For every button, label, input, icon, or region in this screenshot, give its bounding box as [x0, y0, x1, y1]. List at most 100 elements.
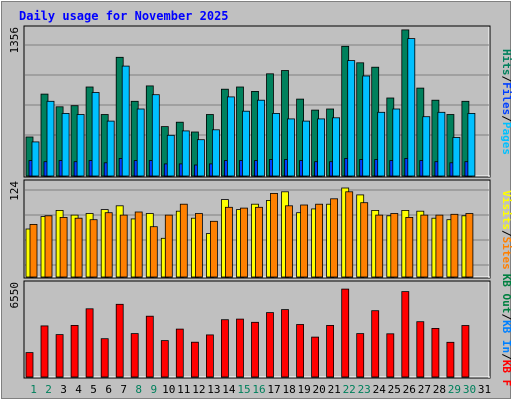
bar-sites-day-28 — [435, 214, 444, 278]
bar-pages-day-23 — [362, 75, 371, 177]
bar-pages-day-6 — [106, 120, 115, 177]
day-label-10: 10 — [162, 383, 175, 396]
bar-sites-day-18 — [285, 205, 293, 278]
bar-pages-day-15 — [242, 110, 250, 177]
day-label-18: 18 — [282, 383, 295, 396]
bar-pages-day-20 — [317, 118, 326, 177]
bar-pages-day-12 — [196, 139, 205, 177]
bar-kb-f-day-14 — [220, 319, 229, 378]
bar-kb-f-day-4 — [70, 324, 79, 378]
bar-sites-day-16 — [255, 206, 263, 278]
bar-pages-day-11 — [181, 130, 190, 177]
day-label-21: 21 — [328, 383, 341, 396]
chart-title: Daily usage for November 2025 — [19, 9, 229, 23]
bar-sites-day-25 — [390, 213, 399, 278]
bar-sites-day-26 — [405, 216, 414, 278]
bar-pages-day-10 — [166, 134, 175, 177]
bar-pages-day-30 — [467, 113, 476, 177]
bar-sites-day-6 — [104, 212, 113, 278]
right-label-bottom: KB Out/KB In/KB F — [500, 274, 512, 387]
right-label-middle: Visits/Sites — [500, 190, 512, 270]
bar-pages-day-3 — [61, 113, 70, 177]
day-label-7: 7 — [120, 383, 127, 396]
bar-kb-f-day-13 — [205, 334, 214, 378]
bar-kb-f-day-17 — [266, 312, 274, 378]
bar-kb-f-day-24 — [371, 310, 380, 378]
bar-pages-day-17 — [272, 113, 280, 177]
day-label-14: 14 — [222, 383, 236, 396]
day-label-15: 15 — [237, 383, 250, 396]
day-label-27: 27 — [418, 383, 431, 396]
bar-sites-day-1 — [29, 223, 38, 278]
bar-kb-f-day-9 — [145, 315, 154, 378]
bar-kb-f-day-12 — [190, 341, 199, 378]
bar-kb-f-day-27 — [416, 321, 425, 378]
bar-sites-day-2 — [44, 215, 53, 278]
right-label-part: Sites — [500, 237, 512, 270]
bar-kb-f-day-2 — [40, 325, 49, 378]
bar-sites-day-23 — [360, 202, 369, 278]
right-label-part: Files — [500, 82, 512, 115]
bar-sites-day-4 — [74, 217, 83, 278]
day-labels-group: 1 2 3 4 5 6 7 8 9 10 11 12 13 14 15 16 17 18 19 20 21 22 23 24 2… — [30, 383, 491, 396]
bar-pages-day-14 — [226, 96, 235, 177]
day-label-26: 26 — [403, 383, 416, 396]
day-label-12: 12 — [192, 383, 205, 396]
bar-sites-day-11 — [179, 203, 188, 278]
day-label-28: 28 — [433, 383, 446, 396]
day-label-31: 31 — [478, 383, 491, 396]
bar-kb-f-day-28 — [431, 327, 440, 378]
bar-pages-day-13 — [211, 129, 220, 177]
right-label-part: Pages — [500, 122, 512, 155]
bar-sites-day-13 — [209, 220, 218, 278]
day-label-3: 3 — [60, 383, 67, 396]
right-label-part: / — [500, 115, 512, 122]
bar-pages-day-9 — [151, 94, 160, 177]
bar-sites-day-15 — [240, 207, 248, 278]
bar-pages-day-29 — [452, 137, 461, 177]
right-label-part: / — [500, 76, 512, 83]
bar-sites-day-8 — [134, 211, 143, 278]
bar-pages-day-2 — [46, 100, 55, 177]
day-label-25: 25 — [388, 383, 401, 396]
bar-sites-day-14 — [224, 206, 233, 278]
day-label-22: 22 — [343, 383, 356, 396]
panels-group: 1356 124 6550 — [8, 25, 491, 379]
bar-pages-day-16 — [257, 99, 265, 177]
bar-kb-f-day-16 — [251, 321, 259, 378]
bar-kb-f-day-19 — [296, 324, 305, 378]
bar-sites-day-21 — [330, 198, 339, 278]
right-label-part: KB F — [500, 360, 512, 387]
bar-pages-day-1 — [31, 141, 40, 177]
bar-sites-day-17 — [270, 192, 278, 278]
bar-pages-day-7 — [121, 65, 130, 177]
right-label-part: / — [500, 313, 512, 320]
bar-kb-f-day-15 — [236, 318, 244, 378]
day-label-16: 16 — [252, 383, 265, 396]
bar-kb-f-day-3 — [55, 334, 64, 378]
right-label-part: KB In — [500, 320, 512, 353]
bar-kb-f-day-21 — [326, 324, 335, 378]
bar-sites-day-29 — [450, 213, 459, 278]
bar-sites-day-12 — [194, 213, 203, 278]
panel-kbf-kbin-kbout: 6550 — [8, 280, 491, 379]
day-label-2: 2 — [45, 383, 52, 396]
day-label-5: 5 — [90, 383, 97, 396]
bar-sites-day-22 — [345, 191, 354, 278]
day-label-17: 17 — [267, 383, 280, 396]
day-label-11: 11 — [177, 383, 190, 396]
day-label-13: 13 — [207, 383, 220, 396]
right-label-part: KB Out — [500, 274, 512, 314]
day-label-20: 20 — [312, 383, 325, 396]
panel-visits-sites: 124 — [8, 179, 491, 279]
bar-sites-day-27 — [420, 214, 429, 278]
day-label-30: 30 — [463, 383, 476, 396]
right-label-part: / — [500, 353, 512, 360]
bar-sites-day-30 — [465, 213, 474, 278]
right-label-part: Visits — [500, 190, 512, 230]
day-label-23: 23 — [358, 383, 371, 396]
bar-pages-day-24 — [377, 111, 386, 177]
